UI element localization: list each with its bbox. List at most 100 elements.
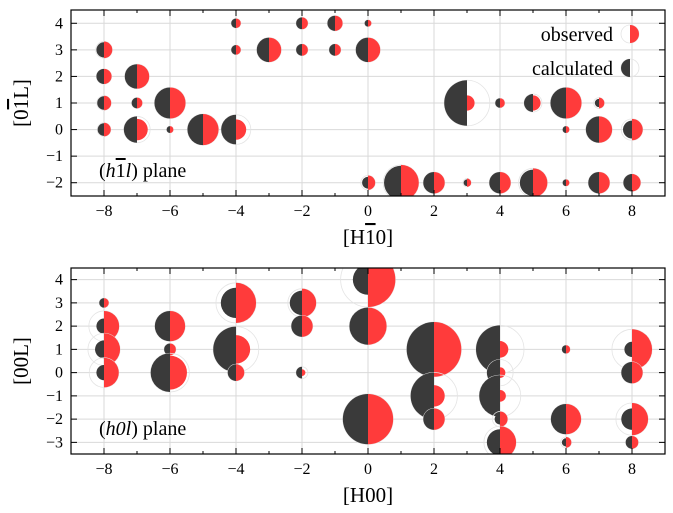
observed-half — [533, 168, 548, 196]
reflection-point — [154, 87, 186, 119]
observed-half — [632, 436, 639, 449]
reflection-point — [215, 282, 257, 324]
reflection-point — [98, 297, 110, 309]
reflection-point — [290, 314, 314, 338]
observed-half — [500, 411, 508, 427]
observed-half — [368, 268, 396, 307]
calculated-half — [594, 98, 599, 108]
top-panel-hbarl-plane: −8 −6 −4 −2 0 2 4 6 8 −2 −1 0 1 2 3 4 [H10] [01L] (h1l) pl… — [9, 9, 666, 249]
observed-half — [500, 98, 505, 108]
calculated-half — [519, 169, 533, 196]
calculated-half — [479, 375, 500, 417]
calculated-half — [327, 15, 335, 31]
calculated-half — [231, 18, 236, 29]
observed-half — [500, 171, 511, 194]
calculated-half — [423, 408, 434, 430]
observed-half — [104, 357, 119, 388]
x-tick-label: 0 — [364, 203, 372, 220]
x-tick-label: 6 — [562, 461, 570, 478]
calculated-half — [463, 179, 467, 187]
calculated-half — [410, 372, 434, 420]
observed-half — [236, 119, 247, 140]
reflection-point — [131, 97, 143, 109]
reflection-point — [550, 403, 582, 435]
reflection-point — [342, 393, 394, 445]
calculated-half — [621, 361, 632, 384]
reflection-point — [124, 63, 150, 90]
plane-annotation: (h0l) plane — [99, 418, 186, 440]
reflection-point — [560, 436, 572, 449]
observed-half — [500, 367, 506, 378]
calculated-half — [97, 96, 104, 110]
calculated-half — [296, 43, 302, 56]
calculated-half — [220, 287, 236, 319]
observed-half — [236, 364, 245, 381]
calculated-half — [166, 126, 170, 133]
observed-half — [104, 68, 112, 85]
y-tick-label: −1 — [46, 148, 63, 165]
calculated-half — [352, 268, 368, 295]
observed-half — [104, 122, 111, 137]
observed-half — [368, 307, 387, 345]
y-tick-label: −2 — [46, 175, 63, 192]
calculated-half — [96, 318, 104, 334]
observed-half — [302, 369, 306, 377]
reflection-point — [230, 18, 242, 29]
calculated-half — [97, 123, 104, 136]
reflection-point — [256, 37, 282, 63]
observed-half — [566, 345, 571, 354]
reflection-point — [88, 357, 120, 388]
observed-half — [368, 19, 372, 27]
legend-calculated-marker — [621, 59, 630, 77]
x-tick-label: 0 — [364, 461, 372, 478]
calculated-half — [164, 343, 170, 356]
observed-half — [170, 343, 176, 356]
calculated-half — [524, 94, 533, 112]
plane-annotation: (h1l) plane — [99, 160, 186, 182]
reflection-point — [550, 87, 582, 119]
reflection-point — [462, 178, 472, 188]
observed-half — [566, 87, 582, 119]
observed-half — [170, 310, 186, 342]
observed-half — [401, 164, 419, 196]
reflection-point — [360, 175, 376, 191]
calculated-half — [154, 310, 170, 342]
observed-half — [368, 175, 376, 190]
calculated-half — [96, 68, 104, 85]
observed-half — [335, 43, 341, 56]
calculated-half — [624, 341, 632, 357]
y-tick-label: 1 — [55, 341, 63, 358]
x-tick-label: −8 — [95, 461, 112, 478]
observed-half — [467, 95, 475, 111]
reflection-point — [150, 352, 190, 393]
calculated-half — [494, 413, 500, 425]
reflection-point — [483, 425, 517, 454]
observed-half — [302, 315, 313, 337]
calculated-half — [495, 98, 500, 108]
observed-half — [236, 335, 251, 364]
observed-half — [599, 171, 610, 194]
calculated-half — [623, 174, 632, 192]
calculated-half — [289, 290, 302, 316]
reflection-point — [328, 43, 342, 57]
x-tick-label: −6 — [161, 461, 178, 478]
y-tick-label: 3 — [55, 42, 63, 59]
x-tick-label: 4 — [496, 203, 504, 220]
x-tick-label: 2 — [430, 203, 438, 220]
observed-half — [434, 171, 445, 194]
reflection-point — [163, 343, 177, 356]
legend-observed-marker — [630, 25, 639, 43]
calculated-half — [588, 171, 599, 194]
observed-half — [632, 174, 641, 192]
reflection-point — [587, 171, 611, 194]
calculated-half — [444, 80, 467, 126]
observed-half — [104, 333, 121, 366]
calculated-half — [96, 42, 104, 58]
y-tick-label: 4 — [55, 272, 63, 289]
calculated-half — [296, 17, 302, 30]
calculated-half — [486, 429, 500, 454]
observed-half — [137, 97, 143, 109]
reflection-point — [562, 125, 570, 134]
x-tick-label: −6 — [161, 203, 178, 220]
reflection-point — [620, 118, 644, 141]
